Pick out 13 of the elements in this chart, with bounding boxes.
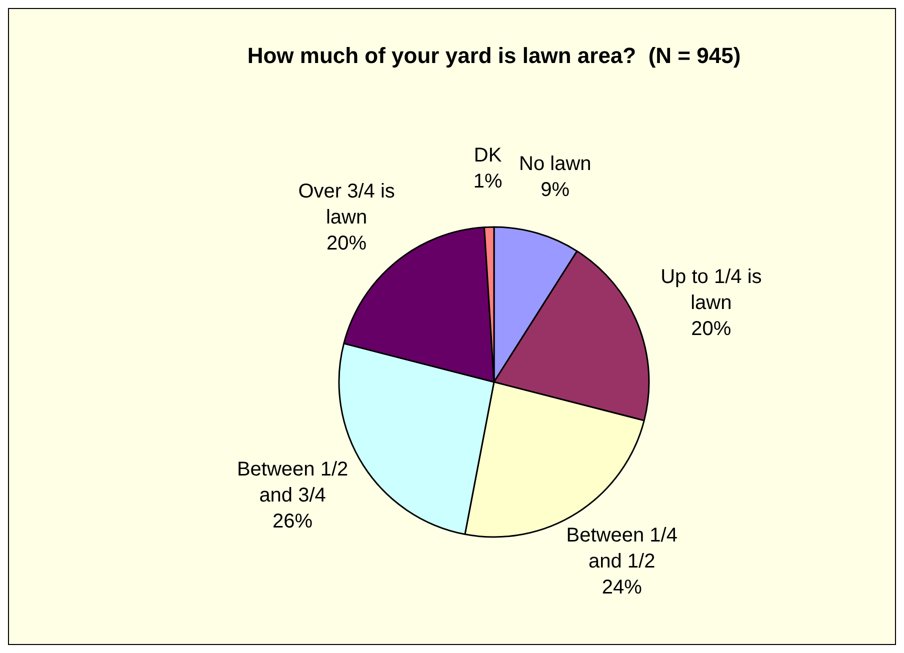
slice-label: Between 1/4 and 1/2 [566,524,678,572]
slice-label: No lawn [519,152,592,175]
slice-label: DK [474,144,502,167]
data-label: 20% [326,232,367,254]
data-label: 20% [691,318,732,340]
slice-label: Between 1/2 and 3/4 [236,458,348,507]
slice-label: Over 3/4 is lawn [298,180,395,228]
data-label: 26% [272,510,313,533]
data-label: 9% [540,178,570,201]
slice-label: Up to 1/4 is lawn [660,266,762,314]
data-label: 1% [473,170,502,193]
data-label: 24% [602,576,642,598]
chart-title: How much of your yard is lawn area? (N = 945) [247,43,741,68]
